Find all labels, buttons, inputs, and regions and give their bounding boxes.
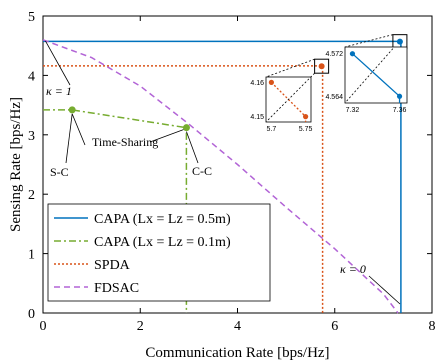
legend-label-1: CAPA (Lx = Lz = 0.1m) [94, 235, 231, 250]
spda-zoom-box [314, 58, 330, 74]
y-tick-label: 3 [28, 129, 35, 144]
cc-label: C-C [192, 164, 212, 178]
sc-pointer [65, 113, 73, 164]
legend-label-0: CAPA (Lx = Lz = 0.5m) [94, 212, 231, 227]
inset-point [303, 114, 309, 120]
series-line-1 [43, 109, 188, 313]
inset-x-tick: 5.75 [299, 126, 313, 133]
y-tick-label: 5 [28, 10, 35, 25]
inset-x-tick: 5.7 [267, 126, 277, 133]
y-tick-label: 2 [28, 188, 35, 203]
y-axis-label: Sensing Rate [bps/Hz] [8, 97, 24, 232]
inset-connector [344, 48, 394, 104]
sc-point [68, 106, 76, 114]
cc-point [182, 124, 190, 132]
inset-y-tick: 4.572 [325, 51, 343, 58]
legend: CAPA (Lx = Lz = 0.5m) CAPA (Lx = Lz = 0.1… [47, 203, 271, 302]
inset-panel-0: 5.7 5.75 4.16 4.15 [250, 58, 315, 133]
cc-pointer [186, 131, 199, 164]
inset-connector [265, 58, 315, 78]
inset-line [351, 53, 401, 97]
series-line-3 [42, 39, 399, 314]
inset-x-tick: 7.36 [393, 107, 407, 114]
legend-frame [47, 203, 271, 302]
x-axis-label: Communication Rate [bps/Hz] [145, 345, 329, 361]
inset-point [396, 93, 403, 99]
legend-label-3: FDSAC [94, 281, 139, 296]
inset-point [349, 51, 356, 57]
kappa0-label: κ = 0 [340, 262, 366, 276]
inset-y-tick: 4.16 [250, 80, 264, 87]
ts-pointer-right [149, 129, 184, 143]
sc-label: S-C [50, 165, 69, 179]
y-tick-label: 4 [28, 69, 35, 84]
y-tick-label: 1 [28, 248, 35, 263]
inset-connector [265, 72, 315, 123]
kappa0-pointer [368, 275, 401, 305]
y-tick-label: 0 [28, 307, 35, 322]
spda-zoom-point [318, 63, 325, 70]
kappa1-pointer [45, 40, 71, 86]
inset-connector [344, 34, 394, 48]
capa-zoom-point [396, 38, 403, 45]
legend-label-2: SPDA [94, 258, 131, 273]
inset-y-tick: 4.564 [325, 94, 343, 101]
inset-x-tick: 7.32 [346, 107, 360, 114]
inset-point [268, 79, 274, 85]
inset-panel-1: 7.32 7.36 4.572 4.564 [325, 34, 408, 114]
x-tick-label: 0 [40, 319, 47, 334]
inset-y-tick: 4.15 [250, 114, 264, 121]
x-tick-label: 2 [137, 319, 144, 334]
ts-label: Time-Sharing [92, 135, 158, 149]
x-tick-label: 8 [429, 319, 436, 334]
x-tick-label: 4 [234, 319, 241, 334]
kappa1-label: κ = 1 [46, 84, 72, 98]
ts-pointer-left [71, 113, 86, 146]
x-tick-label: 6 [331, 319, 338, 334]
